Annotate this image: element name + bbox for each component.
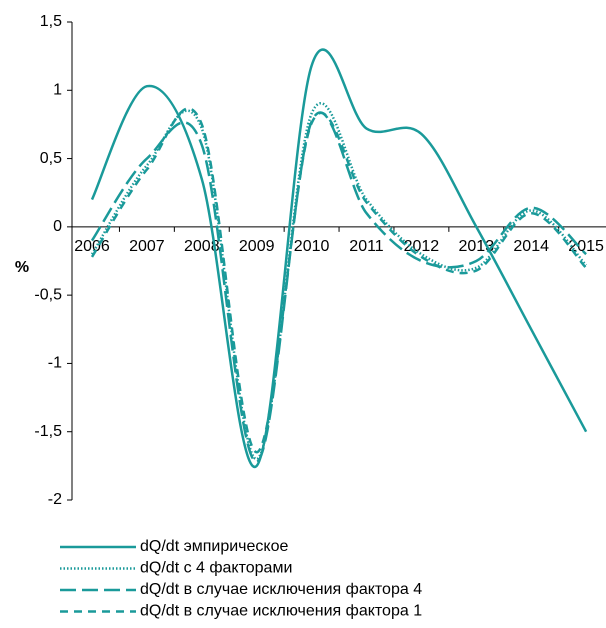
x-tick-label: 2011 <box>349 238 384 255</box>
y-tick-label: 0,5 <box>40 150 62 167</box>
y-tick-label: 1 <box>53 82 62 99</box>
x-tick-label: 2015 <box>568 238 604 255</box>
legend-label: dQ/dt в случае исключения фактора 4 <box>140 581 422 598</box>
series-line <box>90 48 588 468</box>
x-tick-label: 2010 <box>294 238 330 255</box>
x-tick-label: 2013 <box>459 238 495 255</box>
y-tick-label: -2 <box>48 491 62 508</box>
series-line <box>90 111 587 464</box>
x-tick-label: 2008 <box>184 238 220 255</box>
legend-label: dQ/dt эмпирическое <box>140 538 288 555</box>
series-line <box>90 102 588 461</box>
legend-label: dQ/dt с 4 факторами <box>140 560 292 577</box>
x-tick-label: 2007 <box>129 238 165 255</box>
y-tick-label: -1,5 <box>34 423 62 440</box>
x-tick-label: 2014 <box>513 238 549 255</box>
y-tick-label: 0 <box>53 218 62 235</box>
x-tick-label: 2009 <box>239 238 275 255</box>
legend-label: dQ/dt в случае исключения фактора 1 <box>140 603 422 620</box>
y-tick-label: 1,5 <box>40 13 62 30</box>
series-line <box>90 107 588 454</box>
y-axis-label: % <box>15 259 29 276</box>
y-tick-label: -0,5 <box>34 286 62 303</box>
y-tick-label: -1 <box>48 355 62 372</box>
x-tick-label: 2006 <box>74 238 110 255</box>
